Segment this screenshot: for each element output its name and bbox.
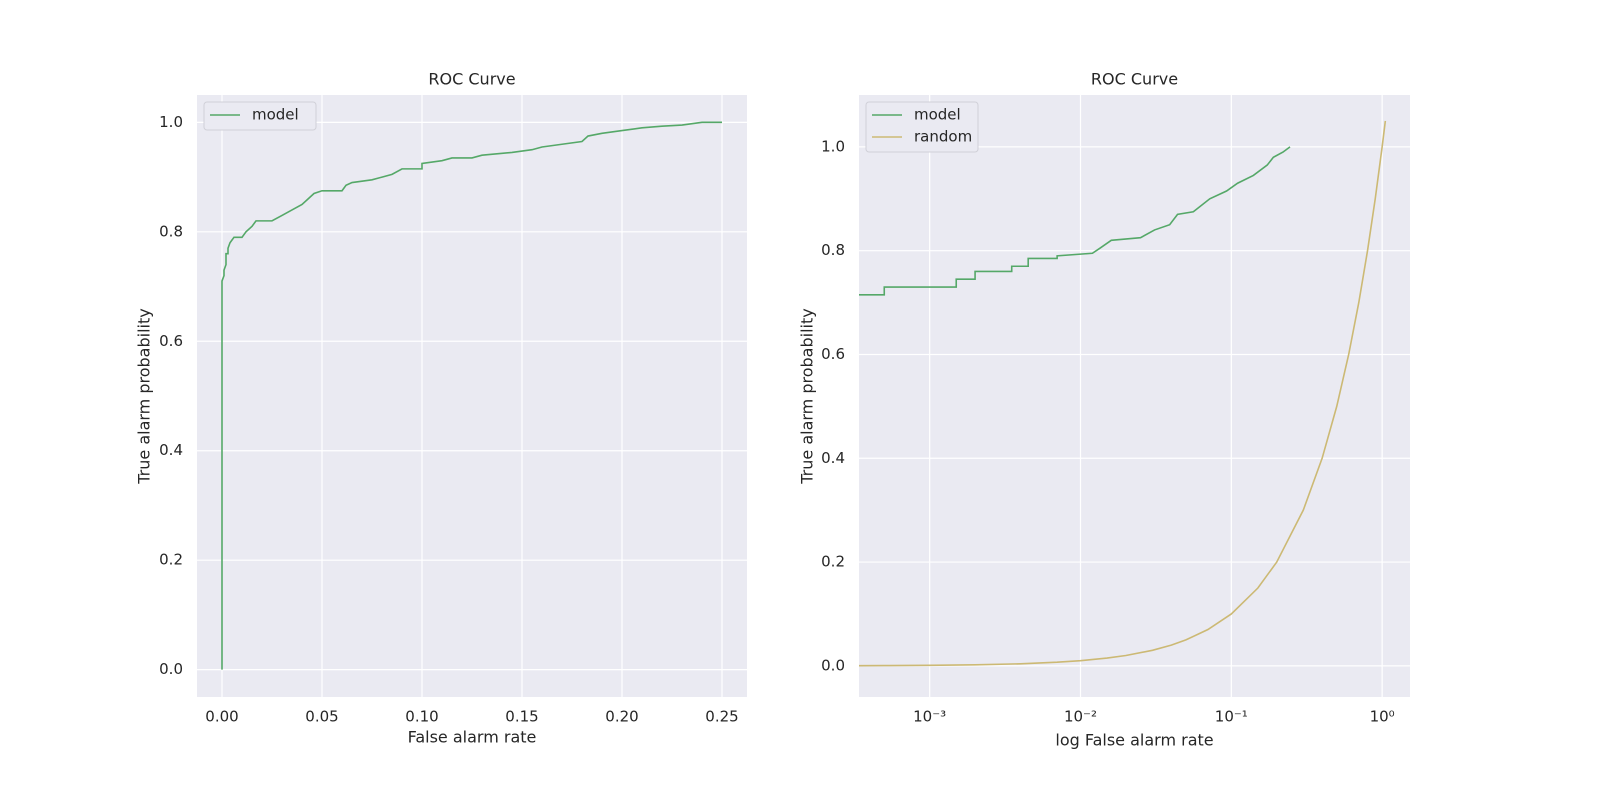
x-tick-label: 0.15: [505, 708, 538, 726]
y-tick-label: 1.0: [159, 113, 183, 131]
x-tick-label: 10⁻²: [1064, 708, 1097, 726]
plot-area: [197, 95, 747, 697]
y-tick-label: 0.6: [159, 332, 183, 350]
y-tick-label: 0.0: [821, 656, 845, 674]
x-tick-label: 10⁻¹: [1215, 708, 1248, 726]
x-tick-label: 0.05: [305, 708, 338, 726]
legend-label: model: [252, 106, 299, 124]
y-tick-label: 1.0: [821, 137, 845, 155]
y-tick-label: 0.8: [159, 222, 183, 240]
legend-label: model: [914, 106, 961, 124]
x-axis-label: False alarm rate: [408, 728, 537, 747]
x-tick-label: 0.20: [605, 708, 638, 726]
y-tick-label: 0.8: [821, 241, 845, 259]
x-tick-label: 0.00: [205, 708, 238, 726]
title: ROC Curve: [428, 70, 515, 89]
line: [221, 121, 722, 670]
x-tick-label: 10⁰: [1370, 708, 1395, 726]
y-tick-label: 0.2: [821, 553, 845, 571]
line: [859, 120, 1387, 667]
y-tick-label: 0.6: [821, 345, 845, 363]
y-tick-label: 0.0: [159, 660, 183, 678]
y-axis-label: True alarm probability: [135, 308, 154, 484]
x-tick-label: 0.25: [705, 708, 738, 726]
x-axis-label: log False alarm rate: [1055, 731, 1213, 750]
y-tick-label: 0.4: [159, 441, 183, 459]
y-tick-label: 0.2: [159, 551, 183, 569]
x-tick-label: 0.10: [405, 708, 438, 726]
plot-area: [859, 95, 1410, 697]
y-axis-label: True alarm probability: [798, 308, 817, 484]
y-tick-label: 0.4: [821, 449, 845, 467]
legend-label: random: [914, 128, 972, 146]
title: ROC Curve: [1091, 70, 1178, 89]
line: [859, 146, 1291, 296]
legend-box: [203, 101, 317, 131]
x-tick-label: 10⁻³: [913, 708, 946, 726]
